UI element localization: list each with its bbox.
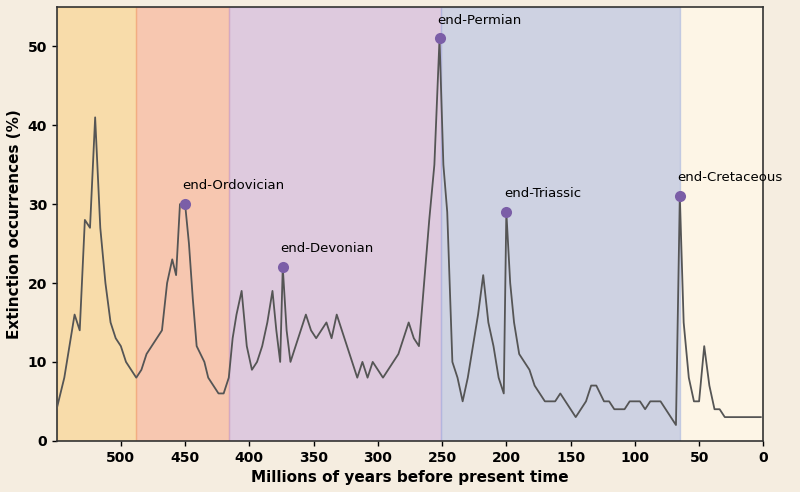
Bar xyxy=(57,7,136,441)
Text: end-Triassic: end-Triassic xyxy=(504,187,581,200)
Text: end-Ordovician: end-Ordovician xyxy=(182,179,285,192)
Bar xyxy=(229,7,441,441)
Text: end-Permian: end-Permian xyxy=(437,14,521,27)
Bar xyxy=(441,7,680,441)
Text: end-Devonian: end-Devonian xyxy=(280,243,374,255)
X-axis label: Millions of years before present time: Millions of years before present time xyxy=(251,470,569,485)
Bar xyxy=(136,7,229,441)
Y-axis label: Extinction occurrences (%): Extinction occurrences (%) xyxy=(7,109,22,338)
Text: end-Cretaceous: end-Cretaceous xyxy=(678,171,782,184)
